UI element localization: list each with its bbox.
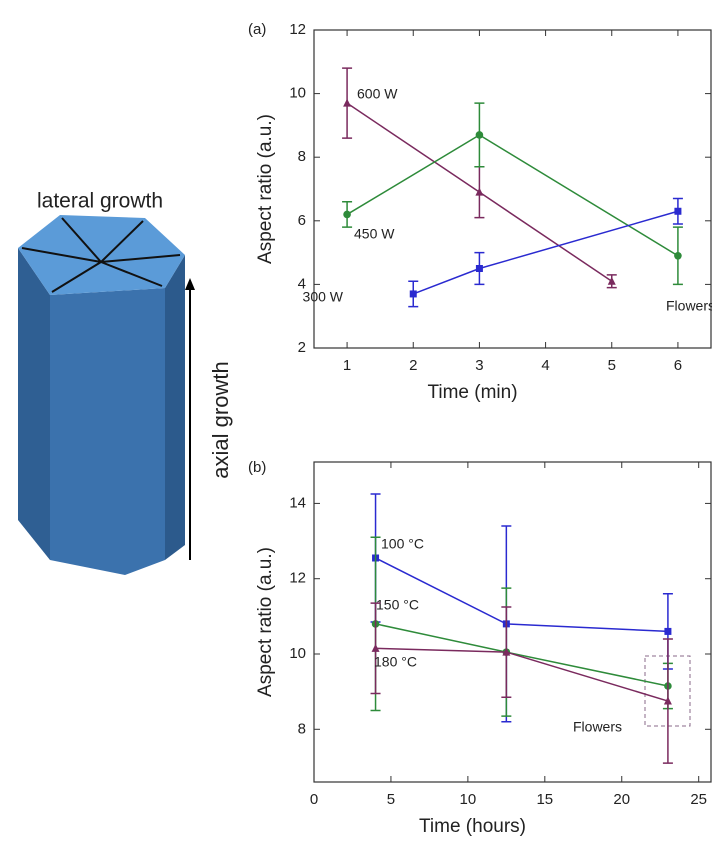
y-axis-title: Aspect ratio (a.u.) [255,114,276,264]
axial-arrowhead [185,278,195,290]
y-tick-label: 14 [289,494,306,511]
series-label: 150 °C [376,597,419,613]
x-axis-title: Time (hours) [419,816,526,837]
plot-frame [313,461,712,783]
lateral-arrows [21,217,181,293]
x-tick-label: 15 [536,791,553,808]
series-line [375,557,668,633]
point [502,647,511,656]
point [343,98,352,107]
lateral-label: lateral growth [37,190,163,213]
series-label: 100 °C [381,536,424,552]
y-tick-label: 6 [298,212,306,229]
x-axis-title: Time (min) [427,382,517,403]
plot-frame [313,29,712,349]
y-tick-label: 4 [298,275,306,292]
series-line [375,623,669,687]
point [664,627,672,635]
series-label: 300 W [303,289,344,305]
panel-label: (a) [248,21,266,38]
x-tick-label: 1 [343,357,351,374]
point [663,696,672,705]
y-tick-label: 8 [298,720,306,737]
y-tick-label: 10 [289,85,306,102]
x-tick-label: 0 [310,791,318,808]
point [607,276,616,285]
y-tick-label: 10 [289,645,306,662]
axial-label: axial growth [208,361,233,478]
y-tick-label: 12 [289,21,306,38]
x-tick-label: 20 [613,791,630,808]
annotation: Flowers [666,298,712,314]
x-tick-label: 5 [608,357,616,374]
point [409,290,417,298]
annotation: Flowers [573,719,622,735]
x-tick-label: 5 [387,791,395,808]
prism-front-face [50,288,165,575]
point [343,210,351,219]
x-tick-label: 25 [690,791,707,808]
x-tick-label: 4 [541,357,549,374]
series-label: 450 W [354,226,395,242]
series-line [375,647,669,702]
prism-top-face [18,215,185,295]
y-tick-label: 12 [289,570,306,587]
prism-diagram: lateral growth axial growth [18,190,233,575]
point [674,251,682,260]
point [475,131,484,139]
point [475,187,484,196]
series-line [412,210,679,295]
point [371,643,380,652]
panel-label: (b) [248,459,266,476]
series-label: 600 W [357,86,398,102]
point [475,265,483,272]
y-tick-label: 2 [298,339,306,356]
x-tick-label: 10 [460,791,477,808]
y-axis-title: Aspect ratio (a.u.) [255,547,276,697]
prism-right-face [165,255,185,560]
x-tick-label: 2 [409,357,417,374]
x-tick-label: 6 [674,357,682,374]
y-tick-label: 8 [298,148,306,165]
series-line [346,134,679,257]
series-label: 180 °C [374,654,417,670]
point [674,207,682,215]
prism-left-face [18,248,50,560]
x-tick-label: 3 [475,357,483,374]
